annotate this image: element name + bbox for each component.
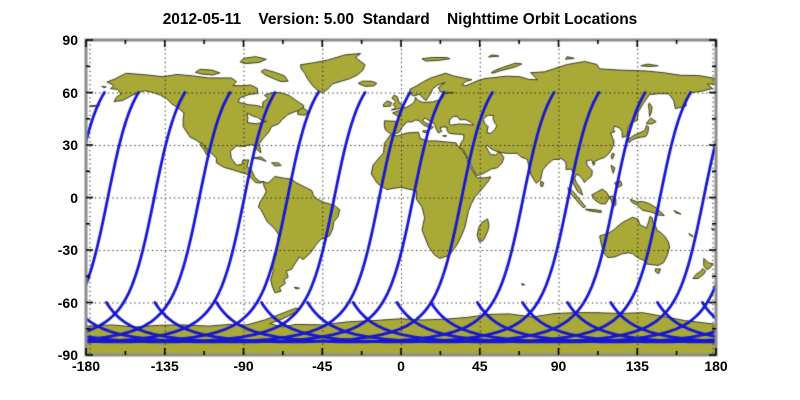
x-tick-label: 90 <box>550 358 567 374</box>
x-tick-label: -135 <box>150 358 179 374</box>
y-tick-label: -60 <box>57 294 78 311</box>
x-tick-label: 45 <box>471 358 488 374</box>
y-tick-label: 30 <box>62 137 78 153</box>
y-tick-label: 0 <box>70 189 78 206</box>
x-tick-label: -180 <box>71 358 101 374</box>
x-tick-label: 0 <box>397 358 405 374</box>
x-tick-label: 135 <box>625 358 649 374</box>
x-tick-label: -90 <box>233 358 254 374</box>
plot-title: 2012-05-11 Version: 5.00 Standard Nightt… <box>162 11 638 28</box>
x-tick-label: -45 <box>312 358 333 374</box>
x-tick-label: 180 <box>704 358 728 374</box>
y-tick-label: 60 <box>62 84 78 101</box>
y-tick-label: -30 <box>57 242 78 258</box>
y-tick-label: -90 <box>57 347 78 363</box>
y-tick-label: 90 <box>62 32 78 48</box>
